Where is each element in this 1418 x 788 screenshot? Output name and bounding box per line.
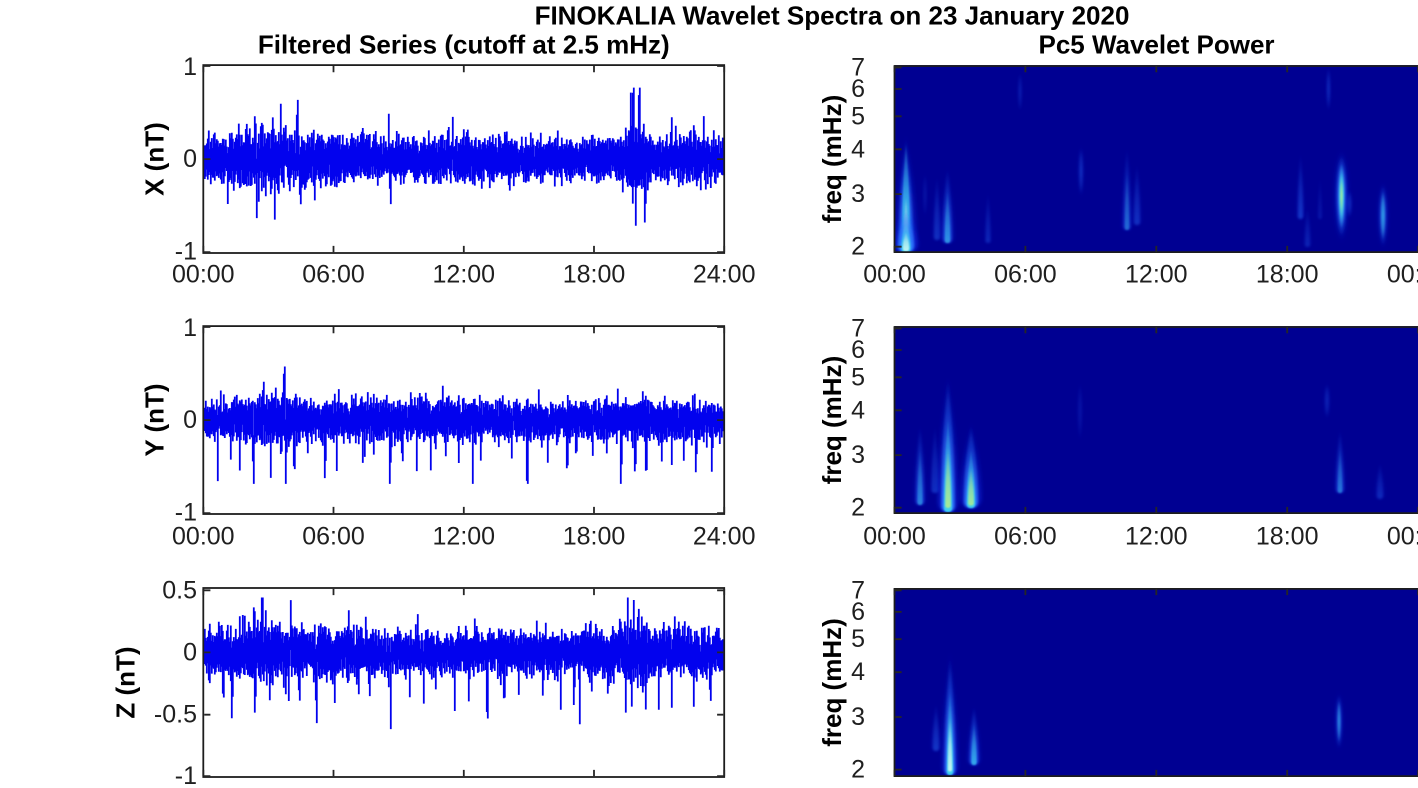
svg-text:7: 7 (851, 576, 865, 604)
svg-text:-1: -1 (175, 499, 197, 527)
svg-text:7: 7 (851, 54, 865, 82)
svg-text:3: 3 (851, 441, 865, 469)
svg-text:00:00: 00:00 (172, 523, 235, 551)
svg-text:0: 0 (183, 145, 197, 173)
svg-text:-0.5: -0.5 (154, 701, 197, 729)
svg-text:X (nT): X (nT) (140, 122, 170, 196)
svg-text:06:00: 06:00 (302, 523, 365, 551)
svg-text:2: 2 (851, 233, 865, 261)
svg-text:7: 7 (851, 315, 865, 343)
svg-text:6: 6 (851, 336, 865, 364)
svg-text:Y (nT): Y (nT) (140, 383, 170, 456)
svg-text:Pc5 Wavelet Power: Pc5 Wavelet Power (1038, 30, 1274, 60)
svg-text:24:00: 24:00 (693, 523, 756, 551)
svg-text:0: 0 (183, 406, 197, 434)
svg-text:Z (nT): Z (nT) (111, 646, 141, 718)
svg-text:4: 4 (851, 396, 865, 424)
svg-text:0.5: 0.5 (162, 576, 197, 604)
svg-text:2: 2 (851, 494, 865, 522)
svg-text:12:00: 12:00 (1125, 261, 1188, 289)
svg-text:freq (mHz): freq (mHz) (817, 356, 847, 485)
svg-text:6: 6 (851, 598, 865, 626)
svg-text:18:00: 18:00 (563, 523, 626, 551)
svg-text:00:00: 00:00 (172, 261, 235, 289)
svg-text:3: 3 (851, 703, 865, 731)
svg-text:12:00: 12:00 (433, 523, 496, 551)
svg-text:00:00: 00:00 (863, 523, 926, 551)
svg-text:3: 3 (851, 180, 865, 208)
svg-text:18:00: 18:00 (563, 261, 626, 289)
svg-text:24:00: 24:00 (693, 261, 756, 289)
svg-text:FINOKALIA Wavelet Spectra on 2: FINOKALIA Wavelet Spectra on 23 January … (535, 1, 1130, 31)
svg-text:-1: -1 (175, 238, 197, 266)
svg-text:12:00: 12:00 (1125, 523, 1188, 551)
svg-text:0: 0 (183, 638, 197, 666)
svg-text:4: 4 (851, 135, 865, 163)
svg-text:12:00: 12:00 (433, 261, 496, 289)
svg-text:5: 5 (851, 102, 865, 130)
svg-text:18:00: 18:00 (1256, 523, 1319, 551)
svg-text:06:00: 06:00 (994, 523, 1057, 551)
svg-text:2: 2 (851, 756, 865, 784)
svg-text:00:00: 00:00 (1387, 523, 1418, 551)
svg-text:5: 5 (851, 625, 865, 653)
svg-text:06:00: 06:00 (302, 261, 365, 289)
svg-text:freq (mHz): freq (mHz) (817, 95, 847, 224)
svg-text:6: 6 (851, 75, 865, 103)
svg-text:-1: -1 (175, 762, 197, 788)
svg-text:4: 4 (851, 658, 865, 686)
svg-text:00:00: 00:00 (1387, 261, 1418, 289)
svg-text:Filtered Series (cutoff at 2.5: Filtered Series (cutoff at 2.5 mHz) (258, 30, 670, 60)
svg-text:1: 1 (183, 53, 197, 81)
svg-text:1: 1 (183, 314, 197, 342)
svg-text:18:00: 18:00 (1256, 261, 1319, 289)
svg-text:freq (mHz): freq (mHz) (817, 618, 847, 747)
svg-text:06:00: 06:00 (994, 261, 1057, 289)
svg-text:00:00: 00:00 (863, 261, 926, 289)
svg-text:5: 5 (851, 363, 865, 391)
